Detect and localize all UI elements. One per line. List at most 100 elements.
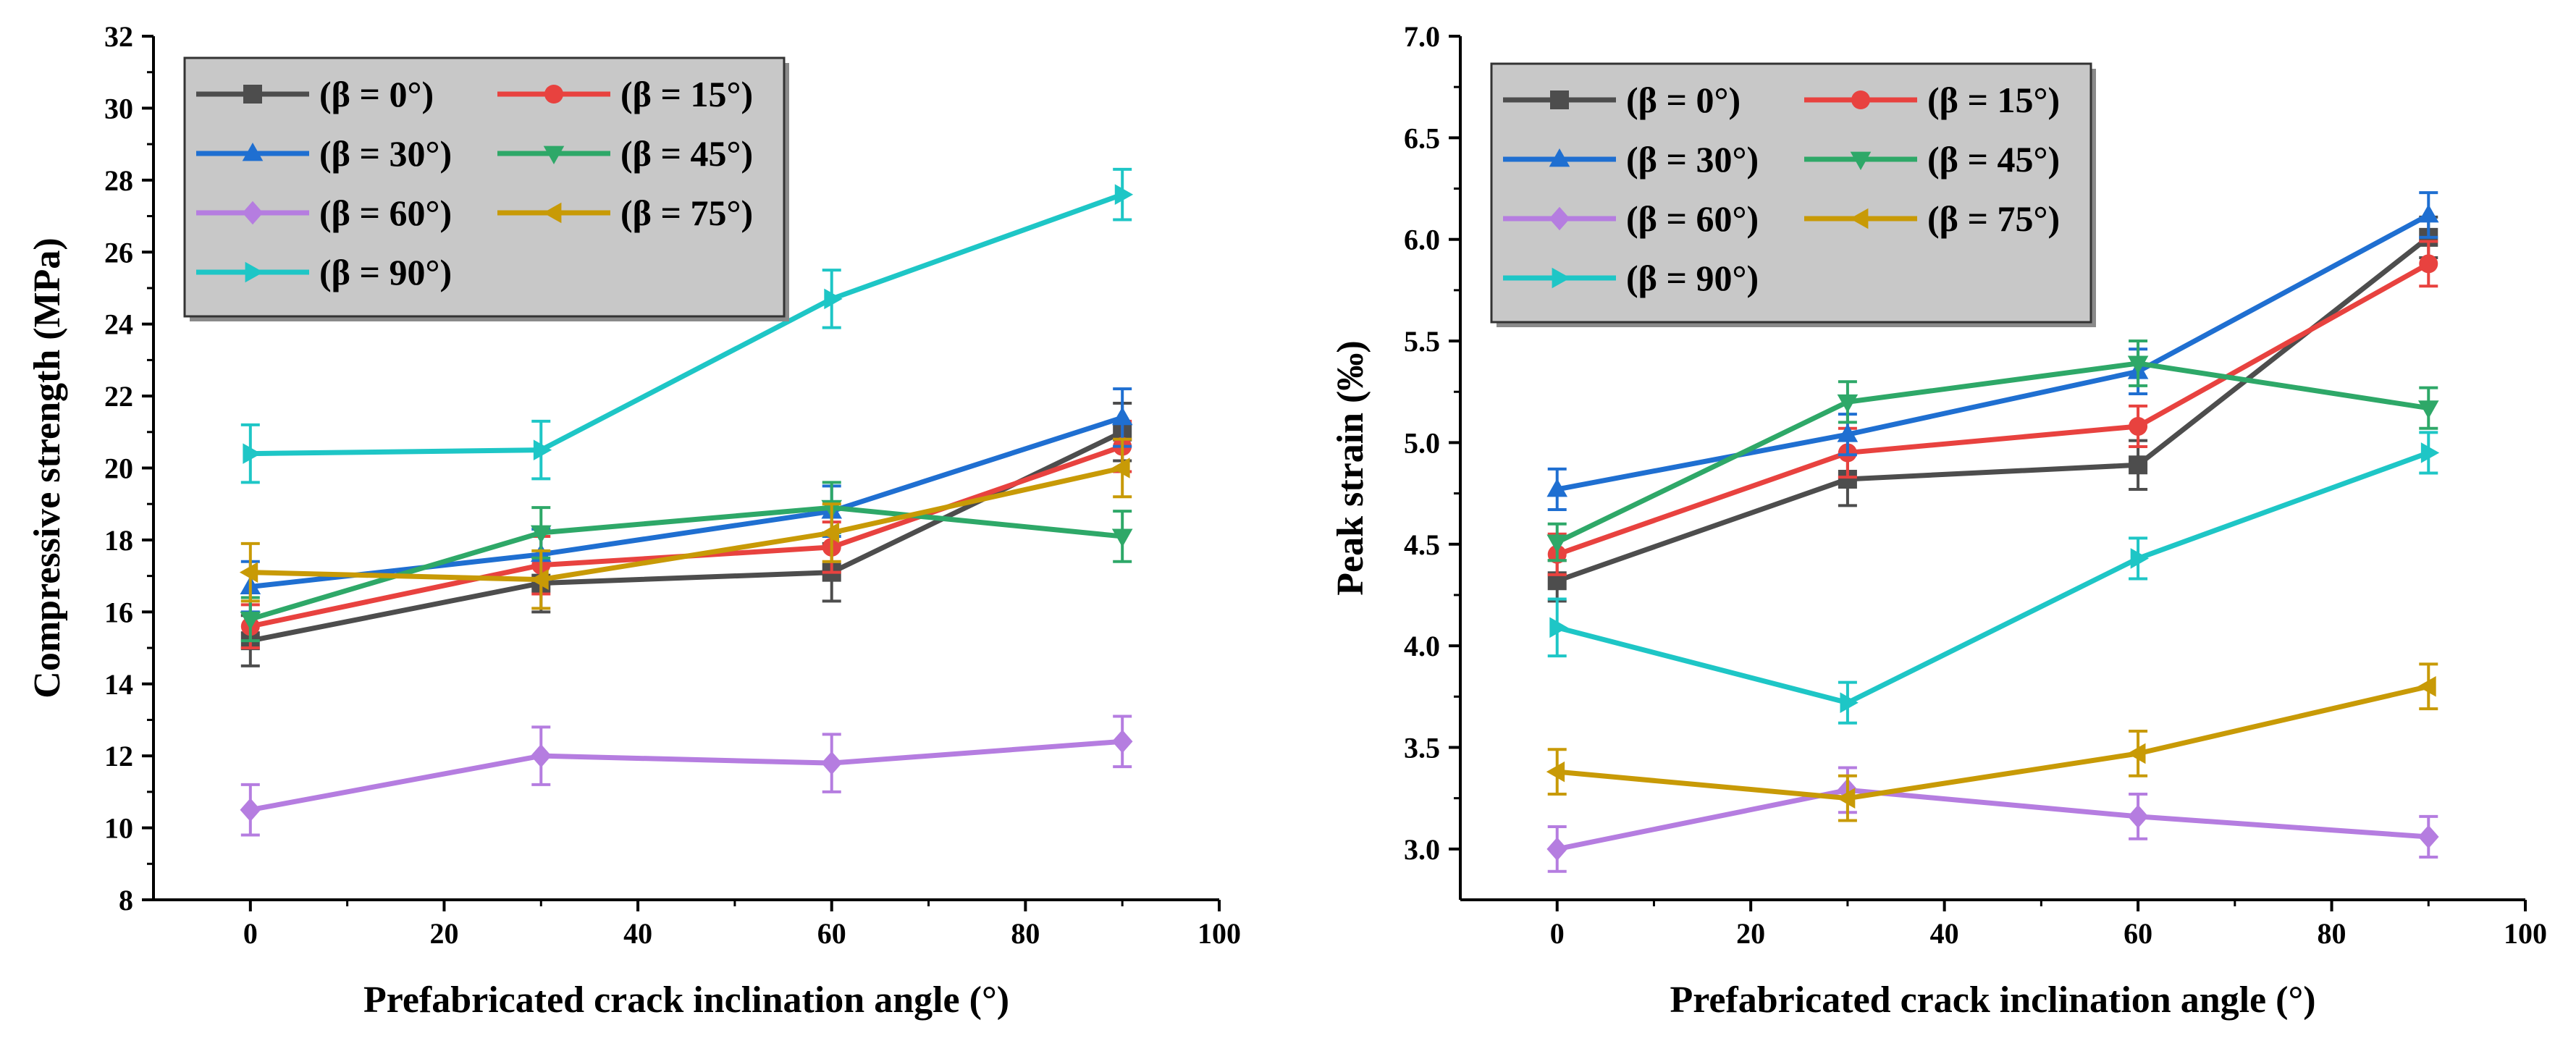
chart2-series-line (1556, 235, 2430, 583)
chart2-data-point (2420, 442, 2440, 463)
chart2-series-line (1557, 787, 2429, 852)
chart1-y-tick-label: 30 (104, 92, 133, 125)
chart1-data-point (821, 751, 843, 775)
chart1-y-tick-label: 8 (119, 884, 133, 916)
chart1-legend: (β = 0°) (β = 15°) (β = 30°) (β = 45°) (β = … (183, 56, 789, 321)
chart1-y-tick-label: 18 (104, 524, 133, 557)
chart2-legend-label: (β = 75°) (1927, 198, 2060, 239)
chart2-y-tick-label: 6.0 (1404, 224, 1440, 256)
chart2-x-axis-title: Prefabricated crack inclination angle (°… (1670, 979, 2315, 1021)
chart1-series-line (250, 192, 1124, 457)
chart2-legend-swatch-marker (1552, 267, 1570, 289)
chart2-y-axis-title: Peak strain (‰) (1330, 340, 1371, 595)
chart2-data-point (2417, 204, 2439, 223)
chart2-y-tick-label: 4.5 (1404, 528, 1440, 561)
chart2-data-point (2127, 743, 2146, 764)
chart2-data-point (1836, 788, 1856, 809)
chart2-legend-label: (β = 60°) (1626, 198, 1759, 239)
chart2-legend-label: (β = 30°) (1626, 139, 1759, 180)
chart1-x-tick-label: 80 (1011, 917, 1040, 950)
chart1-legend-label: (β = 15°) (620, 74, 753, 114)
chart1-series (240, 167, 1134, 484)
chart1-x-axis-title: Prefabricated crack inclination angle (°… (363, 979, 1009, 1021)
chart1-data-point (1111, 528, 1133, 547)
chart2-series (1547, 431, 2440, 725)
chart1-y-tick-label: 16 (104, 596, 133, 628)
chart1-legend-label: (β = 60°) (319, 193, 452, 233)
chart2-y-tick-label: 3.0 (1404, 833, 1440, 866)
chart2-x-tick-label: 100 (2504, 917, 2547, 950)
chart2-legend-label: (β = 0°) (1626, 80, 1741, 120)
chart1-y-axis-title: Compressive strength (MPa) (27, 237, 68, 698)
chart2-legend-swatch-marker (1550, 90, 1569, 109)
chart2-data-point (1837, 394, 1859, 413)
chart1-data-point (1111, 730, 1133, 754)
chart2-data-point (2127, 804, 2149, 829)
chart1-legend-label: (β = 90°) (319, 252, 452, 292)
chart2-series (1546, 662, 2438, 822)
chart1-series-line (250, 465, 1123, 583)
chart1-data-point (530, 569, 549, 590)
chart1-legend-swatch-marker (543, 202, 562, 224)
chart1-series-line (250, 444, 1124, 629)
chart1-y-tick-label: 28 (104, 164, 133, 197)
chart2-data-point (2129, 416, 2148, 436)
chart1-data-point (1111, 406, 1133, 426)
chart2-data-point (1546, 837, 1568, 861)
chart2-y-tick-label: 5.0 (1404, 426, 1440, 459)
chart2-y-tick-label: 7.0 (1404, 20, 1440, 53)
chart1-data-point (530, 743, 552, 768)
chart1-series-line (249, 505, 1123, 622)
chart1-legend-swatch-marker (242, 201, 264, 225)
chart2-series (1546, 766, 2439, 873)
chart2-data-point (2130, 548, 2150, 569)
chart1-data-point (239, 562, 258, 583)
chart2-y-tick-label: 4.0 (1404, 630, 1440, 662)
chart1-legend-swatch-marker (245, 261, 264, 283)
chart1-y-tick-label: 12 (104, 740, 133, 772)
chart1-legend-swatch-marker (544, 85, 563, 104)
chart1-data-point (533, 439, 552, 460)
chart2-legend-label: (β = 90°) (1626, 258, 1759, 298)
chart2-y-tick-label: 3.5 (1404, 731, 1440, 764)
chart1-series-line (250, 738, 1123, 813)
chart1-x-tick-label: 20 (429, 917, 458, 950)
chart1-y-tick-label: 10 (104, 812, 133, 845)
chart1-data-point (820, 522, 840, 544)
chart1-y-tick-label: 22 (104, 380, 133, 413)
chart2-data-point (2419, 254, 2438, 274)
chart1-legend-label: (β = 0°) (319, 74, 434, 114)
chart1-series-line (250, 429, 1124, 644)
chart1-series (239, 437, 1132, 610)
chart1-legend-label: (β = 45°) (620, 133, 753, 174)
chart2-data-point (1546, 761, 1565, 783)
chart1-legend-swatch-marker (242, 143, 264, 161)
chart1-y-tick-label: 32 (104, 20, 133, 53)
chart2-y-tick-label: 5.5 (1404, 325, 1440, 358)
chart2-data-point (1838, 469, 1857, 489)
chart2-legend-swatch-marker (1549, 206, 1570, 231)
chart2-data-point (2417, 675, 2436, 697)
chart2-series-line (1556, 361, 2429, 545)
chart1-legend-label: (β = 30°) (319, 133, 452, 174)
chart2-legend-swatch-marker (1850, 151, 1872, 170)
chart2-y-tick-label: 6.5 (1404, 122, 1440, 154)
chart1-y-tick-label: 14 (104, 668, 133, 701)
chart2-data-point (2129, 455, 2148, 475)
chart2-x-tick-label: 20 (1736, 917, 1765, 950)
chart2: 0 20 40 60 80 100 3.0 3.5 4.0 4.5 5.0 5.5 6.0 6.5 7.0 P… (1330, 20, 2547, 1021)
chart2-x-tick-label: 80 (2318, 917, 2346, 950)
chart1-data-point (243, 443, 261, 464)
chart2-data-point (1546, 478, 1568, 497)
chart1-data-point (1114, 184, 1134, 206)
chart2-series-line (1556, 261, 2430, 557)
chart1-series-line (250, 415, 1124, 590)
chart2-data-point (1840, 692, 1859, 714)
chart1-data-point (240, 798, 261, 822)
chart2-legend-label: (β = 15°) (1927, 80, 2060, 120)
chart2-series-line (1556, 450, 2430, 706)
chart1-x-tick-label: 0 (243, 917, 258, 950)
chart2-legend-swatch-marker (1549, 148, 1570, 167)
chart1-x-tick-label: 60 (817, 917, 846, 950)
